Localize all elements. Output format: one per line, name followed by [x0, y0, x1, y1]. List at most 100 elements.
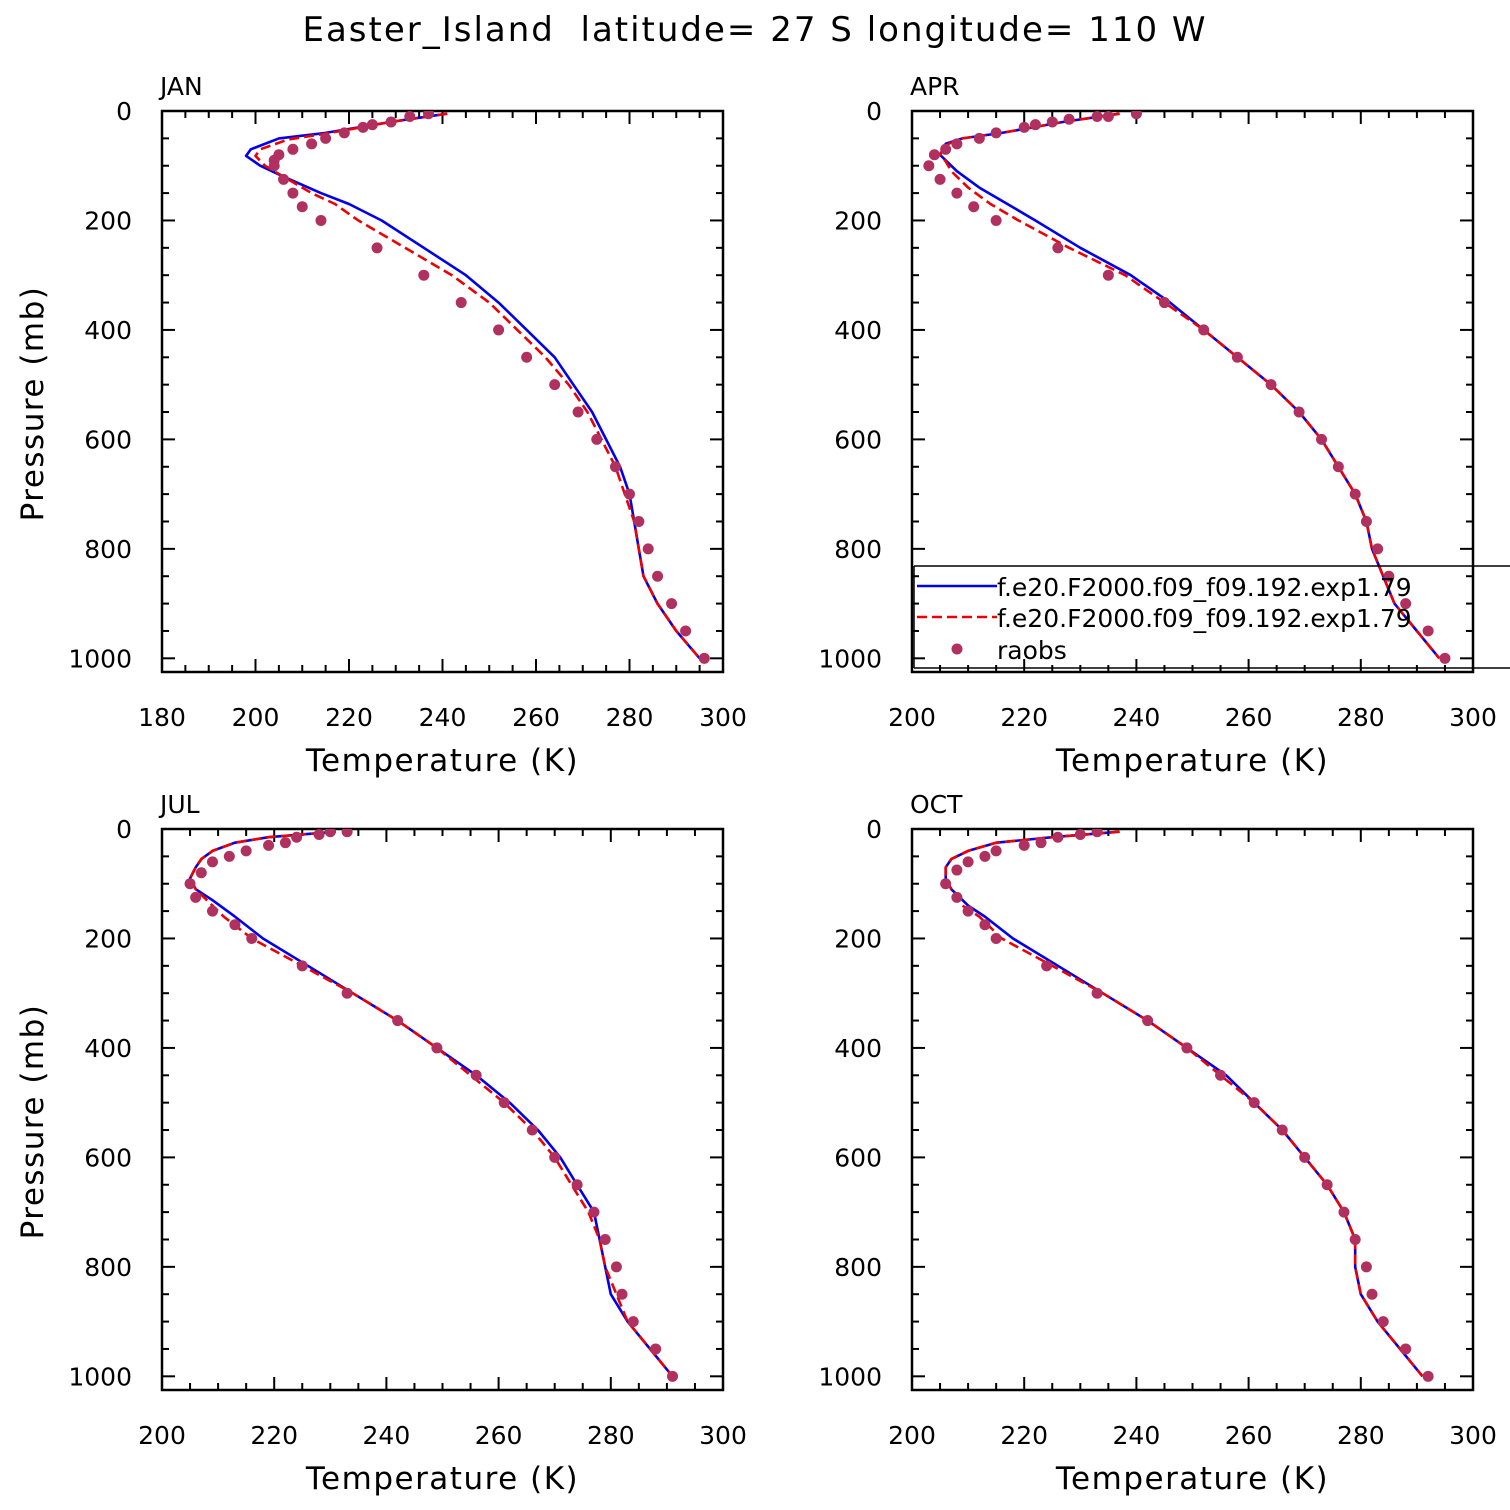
raobs-point: [240, 845, 252, 857]
x-tick-label: 200: [888, 1421, 936, 1450]
raobs-point: [1321, 1179, 1333, 1191]
x-tick-label: 200: [232, 703, 280, 732]
raobs-point: [1215, 1069, 1227, 1081]
raobs-point: [263, 839, 275, 851]
raobs-point: [571, 1179, 583, 1191]
raobs-point: [422, 111, 434, 120]
y-tick-label: 800: [834, 1253, 882, 1282]
raobs-point: [278, 173, 290, 185]
legend-label-model-1: f.e20.F2000.f09_f09.192.exp1.79: [997, 573, 1412, 602]
raobs-point: [979, 850, 991, 862]
panel-label: JUL: [158, 790, 200, 819]
raobs-point: [493, 324, 505, 336]
raobs-point: [599, 1233, 611, 1245]
x-axis-label: Temperature (K): [305, 1461, 579, 1497]
raobs-point: [313, 829, 325, 840]
raobs-point: [962, 856, 974, 868]
raobs-point: [392, 1015, 404, 1027]
raobs-point: [1400, 598, 1412, 610]
x-tick-label: 240: [1113, 1421, 1161, 1450]
raobs-point: [315, 214, 327, 226]
x-tick-label: 220: [250, 1421, 298, 1450]
panel-label: APR: [910, 72, 960, 101]
y-axis-label: Pressure (mb): [15, 286, 51, 522]
raobs-point: [366, 119, 378, 131]
raobs-point: [223, 850, 235, 862]
raobs-point: [1293, 406, 1305, 418]
series-line-model-2: [254, 112, 701, 660]
raobs-point: [206, 905, 218, 917]
y-tick-label: 400: [834, 316, 882, 345]
y-tick-label: 600: [834, 1143, 882, 1172]
series-line-model-2: [944, 830, 1424, 1378]
raobs-point: [1052, 242, 1064, 254]
raobs-point: [962, 905, 974, 917]
raobs-point: [1400, 1343, 1412, 1355]
raobs-point: [1372, 543, 1384, 555]
raobs-point: [1422, 1370, 1434, 1382]
raobs-point: [1035, 837, 1047, 849]
raobs-point: [1018, 839, 1030, 851]
raobs-point: [979, 919, 991, 931]
raobs-point: [951, 138, 963, 150]
y-tick-label: 1000: [68, 1362, 132, 1391]
raobs-point: [951, 891, 963, 903]
raobs-point: [246, 932, 258, 944]
x-tick-label: 220: [325, 703, 373, 732]
raobs-point: [973, 132, 985, 144]
x-tick-label: 200: [888, 703, 936, 732]
raobs-point: [650, 1343, 662, 1355]
x-tick-label: 260: [475, 1421, 523, 1450]
raobs-point: [990, 932, 1002, 944]
raobs-point: [357, 121, 369, 133]
raobs-point: [698, 652, 710, 664]
x-tick-label: 240: [419, 703, 467, 732]
x-axis-label: Temperature (K): [1055, 1461, 1329, 1497]
raobs-point: [666, 598, 678, 610]
raobs-point: [1360, 1261, 1372, 1273]
raobs-point: [1349, 488, 1361, 500]
raobs-point: [195, 867, 207, 879]
raobs-point: [652, 570, 664, 582]
raobs-point: [1299, 1151, 1311, 1163]
y-tick-label: 0: [866, 97, 882, 126]
raobs-point: [1063, 113, 1075, 125]
panel-jan: 0 200 400 600 800 1000 180 200 220 240 260 280 300 JA…: [15, 72, 747, 779]
x-tick-label: 280: [587, 1421, 635, 1450]
raobs-point: [609, 461, 621, 473]
raobs-point: [1102, 269, 1114, 281]
raobs-point: [404, 111, 416, 122]
raobs-point: [1366, 1288, 1378, 1300]
raobs-point: [324, 829, 336, 838]
x-tick-label: 260: [1225, 703, 1273, 732]
raobs-point: [1158, 297, 1170, 309]
plot-area: [244, 111, 710, 664]
x-tick-label: 240: [1113, 703, 1161, 732]
series-line-model-1: [944, 830, 1424, 1378]
raobs-point: [1377, 1316, 1389, 1328]
raobs-point: [923, 160, 935, 172]
raobs-point: [1198, 324, 1210, 336]
y-tick-label: 800: [834, 535, 882, 564]
panel-apr: 0 200 400 600 800 1000 200 220 240 260 280 300 APR Te…: [818, 72, 1496, 779]
raobs-point: [1041, 960, 1053, 972]
raobs-point: [1181, 1042, 1193, 1054]
x-tick-label: 260: [1225, 1421, 1273, 1450]
y-tick-label: 0: [866, 815, 882, 844]
y-tick-label: 200: [84, 206, 132, 235]
panel-oct: 0 200 400 600 800 1000 200 220 240 260 280 300 OCT Te…: [818, 790, 1496, 1497]
plot-area: [940, 829, 1434, 1382]
raobs-point: [1360, 515, 1372, 527]
y-tick-label: 800: [84, 535, 132, 564]
raobs-point: [1439, 652, 1451, 664]
x-tick-label: 280: [1337, 703, 1385, 732]
y-tick-label: 0: [116, 97, 132, 126]
x-tick-label: 300: [1449, 703, 1497, 732]
x-tick-label: 220: [1000, 703, 1048, 732]
raobs-point: [1102, 111, 1114, 122]
y-tick-label: 200: [834, 206, 882, 235]
x-tick-label: 200: [138, 1421, 186, 1450]
raobs-point: [934, 173, 946, 185]
raobs-point: [968, 201, 980, 213]
raobs-point: [455, 297, 467, 309]
